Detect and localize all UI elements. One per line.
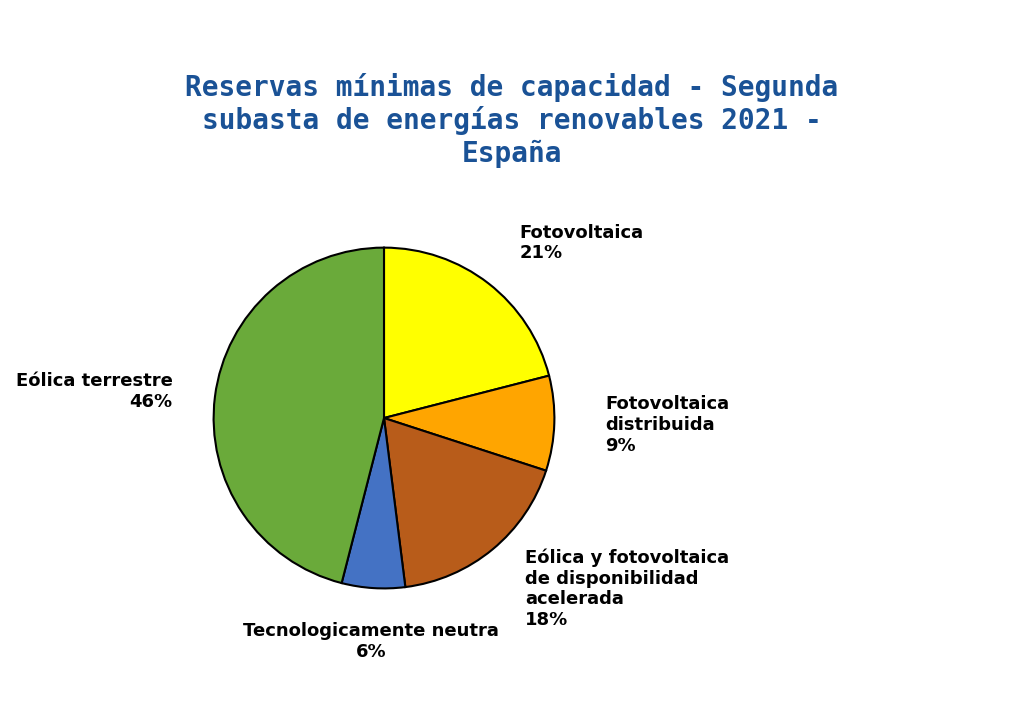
Text: Fotovoltaica
distribuida
9%: Fotovoltaica distribuida 9% — [605, 395, 729, 455]
Text: Fotovoltaica
21%: Fotovoltaica 21% — [520, 224, 644, 262]
Text: Reservas mínimas de capacidad - Segunda
subasta de energías renovables 2021 -
Es: Reservas mínimas de capacidad - Segunda … — [185, 73, 839, 168]
Wedge shape — [384, 418, 546, 587]
Text: Eólica y fotovoltaica
de disponibilidad
acelerada
18%: Eólica y fotovoltaica de disponibilidad … — [525, 548, 729, 629]
Wedge shape — [214, 248, 384, 583]
Text: Tecnologicamente neutra
6%: Tecnologicamente neutra 6% — [244, 622, 499, 661]
Text: Eólica terrestre
46%: Eólica terrestre 46% — [15, 372, 173, 411]
Wedge shape — [384, 248, 549, 418]
Wedge shape — [384, 376, 554, 470]
Wedge shape — [342, 418, 406, 588]
